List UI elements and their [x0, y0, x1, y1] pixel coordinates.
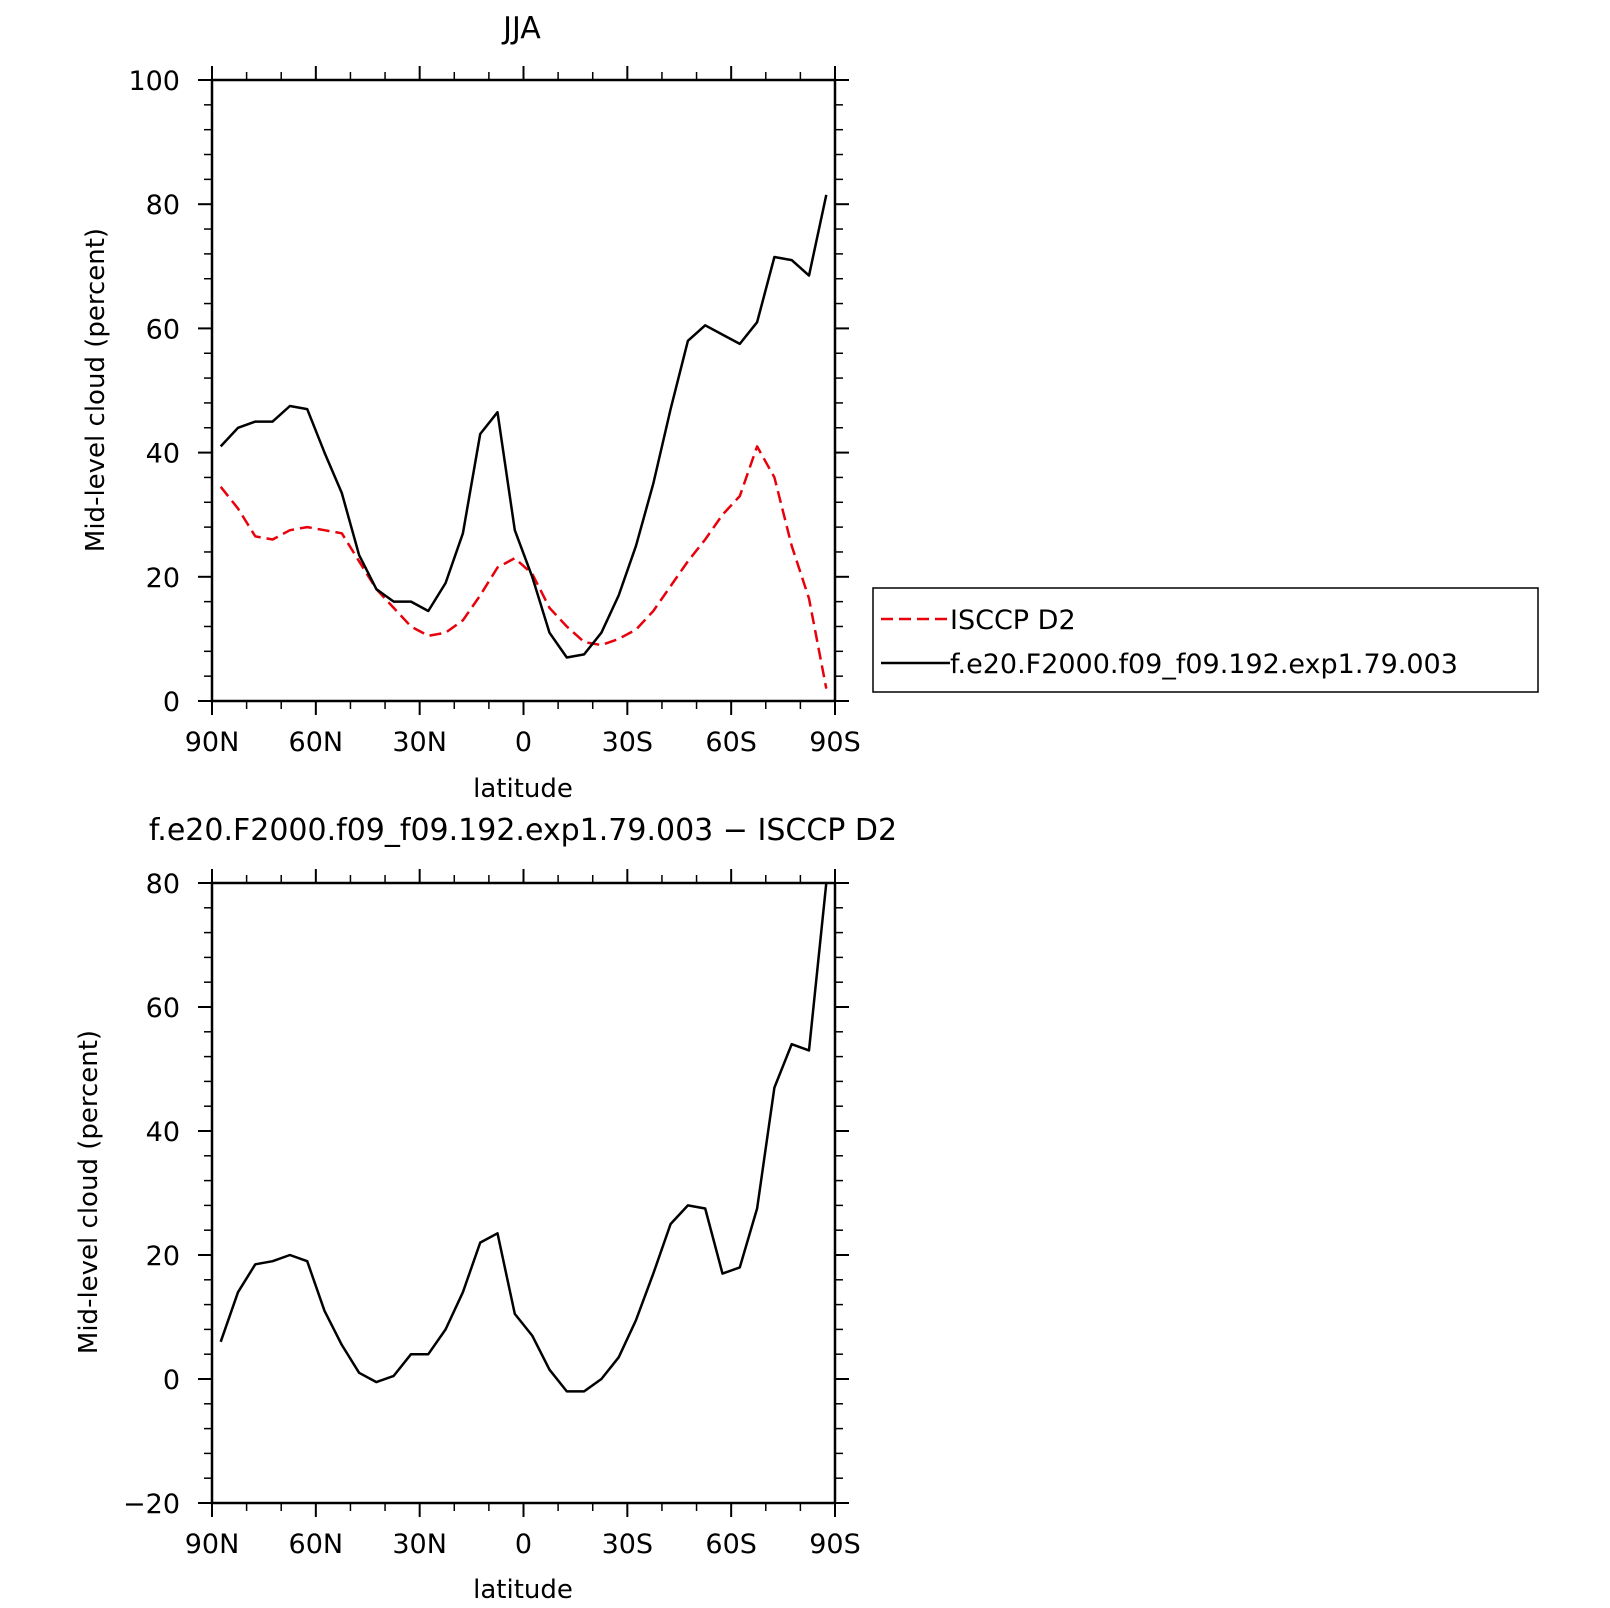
top-y-tick-label: 40	[146, 439, 180, 470]
top-x-tick-label: 60N	[289, 727, 344, 758]
bottom-x-tick-label: 60N	[289, 1529, 344, 1560]
top-panel: JJA 90N 60N 30N 0 30S 60S 90S 0 20 40 60 80 100 lati…	[81, 11, 1539, 804]
bottom-panel-ticks: 90N 60N 30N 0 30S 60S 90S −20 0 20 40 60 80	[123, 869, 861, 1560]
top-panel-frame	[210, 78, 837, 703]
top-x-tick-label: 60S	[705, 727, 757, 758]
bottom-x-tick-label: 0	[515, 1529, 532, 1560]
bottom-y-tick-label: 20	[146, 1241, 180, 1272]
top-x-tick-label: 30S	[602, 727, 654, 758]
top-panel-ticks: 90N 60N 30N 0 30S 60S 90S 0 20 40 60 80 100	[128, 66, 861, 758]
legend: ISCCP D2 f.e20.F2000.f09_f09.192.exp1.79…	[872, 587, 1539, 693]
legend-label-model: f.e20.F2000.f09_f09.192.exp1.79.003	[950, 649, 1458, 680]
bottom-y-tick-label: 80	[146, 869, 180, 900]
top-y-tick-label: 60	[146, 314, 180, 345]
bottom-x-tick-label: 30S	[602, 1529, 654, 1560]
legend-label-isccp: ISCCP D2	[950, 605, 1076, 636]
bottom-y-tick-label: 40	[146, 1117, 180, 1148]
top-x-tick-label: 90S	[809, 727, 861, 758]
bottom-x-tick-label: 30N	[392, 1529, 447, 1560]
top-y-tick-label: 20	[146, 563, 180, 594]
top-panel-title: JJA	[501, 11, 541, 46]
bottom-panel-series	[219, 882, 828, 1393]
bottom-series-line-model	[219, 882, 828, 1393]
top-panel-series	[219, 194, 828, 689]
bottom-y-tick-label: 0	[163, 1365, 180, 1396]
legend-box	[872, 587, 1539, 693]
bottom-y-tick-label: 60	[146, 993, 180, 1024]
top-panel-xlabel: latitude	[473, 774, 573, 804]
top-y-tick-label: 100	[128, 66, 180, 97]
top-series-line-isccp	[219, 445, 828, 689]
top-series-line-model	[219, 194, 828, 659]
bottom-panel-xlabel: latitude	[473, 1575, 573, 1605]
bottom-x-tick-label: 90N	[185, 1529, 240, 1560]
bottom-x-tick-label: 60S	[705, 1529, 757, 1560]
top-x-tick-label: 90N	[185, 727, 240, 758]
top-panel-ylabel: Mid-level cloud (percent)	[81, 228, 111, 552]
top-y-tick-label: 0	[163, 687, 180, 718]
bottom-panel-ylabel: Mid-level cloud (percent)	[74, 1030, 104, 1354]
top-y-tick-label: 80	[146, 190, 180, 221]
bottom-y-tick-label: −20	[123, 1489, 180, 1520]
bottom-panel: f.e20.F2000.f09_f09.192.exp1.79.003 − IS…	[74, 813, 897, 1605]
bottom-x-tick-label: 90S	[809, 1529, 861, 1560]
top-x-tick-label: 0	[515, 727, 532, 758]
bottom-panel-title: f.e20.F2000.f09_f09.192.exp1.79.003 − IS…	[149, 813, 897, 848]
bottom-panel-frame	[210, 881, 837, 1505]
top-x-tick-label: 30N	[392, 727, 447, 758]
